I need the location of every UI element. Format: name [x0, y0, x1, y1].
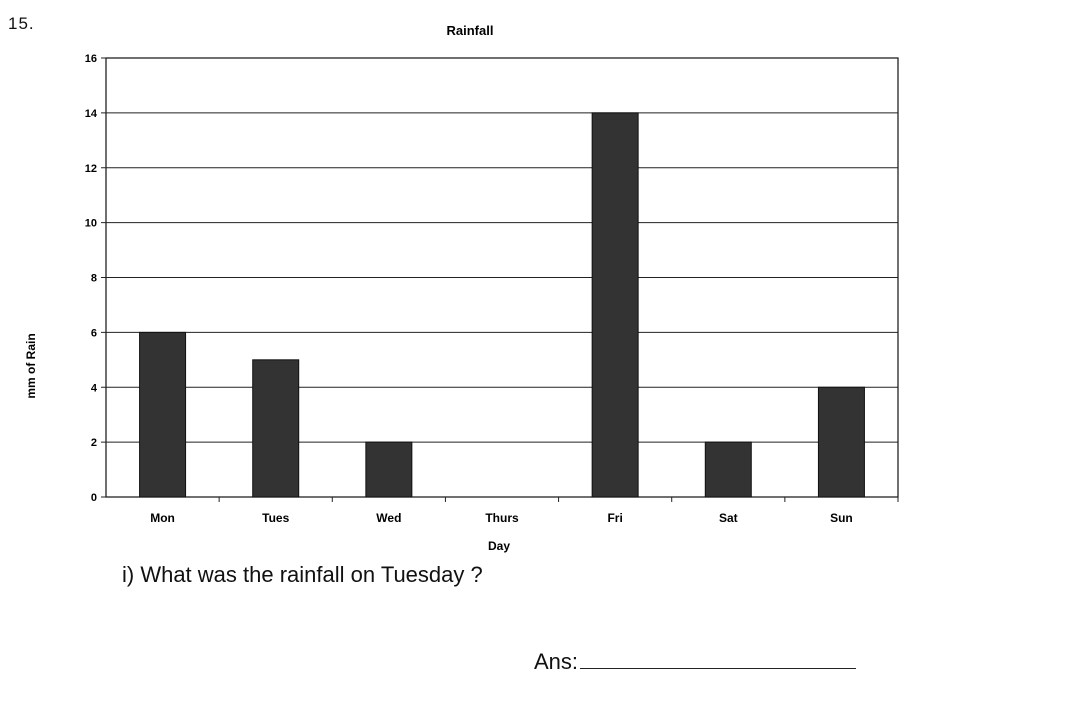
question-text: i) What was the rainfall on Tuesday ?: [122, 562, 483, 587]
answer-area: Ans:: [534, 646, 857, 675]
bar-wed: [365, 441, 413, 498]
x-tick-label: Sat: [719, 511, 738, 525]
x-tick-label: Mon: [150, 511, 175, 525]
bar-fri: [591, 112, 639, 498]
y-tick-label: 14: [85, 108, 98, 120]
bar-mon: [139, 331, 187, 498]
x-tick-label: Fri: [607, 511, 622, 525]
x-tick-label: Wed: [376, 511, 401, 525]
y-tick-label: 10: [85, 218, 97, 230]
y-tick-label: 4: [91, 382, 98, 394]
y-tick-label: 0: [91, 492, 97, 504]
bar-sat: [704, 441, 752, 498]
y-tick-label: 8: [91, 273, 97, 285]
answer-label: Ans:: [534, 649, 579, 674]
plot-area: 0 2 4 6 8 10 12 14 16 Mon Tues Wed Thurs Fri Sat Sun: [85, 53, 899, 525]
y-tick-label: 2: [91, 437, 97, 449]
chart-title: Rainfall: [447, 23, 494, 38]
x-tick-label: Tues: [262, 511, 289, 525]
x-axis-label: Day: [488, 539, 510, 553]
y-tick-label: 16: [85, 53, 97, 65]
y-tick-label: 6: [91, 327, 97, 339]
bar-tues: [252, 359, 300, 498]
x-tick-label: Thurs: [485, 511, 519, 525]
rainfall-bar-chart: Rainfall 0 2 4 6 8 10 12 14 16 Mon Tues Wed Thurs Fri…: [24, 23, 899, 553]
y-tick-label: 12: [85, 163, 97, 175]
bar-sun: [817, 386, 865, 498]
answer-blank-line[interactable]: [580, 646, 857, 669]
y-axis-label: mm of Rain: [24, 333, 38, 398]
x-tick-label: Sun: [830, 511, 853, 525]
question-number: 15.: [8, 14, 35, 33]
